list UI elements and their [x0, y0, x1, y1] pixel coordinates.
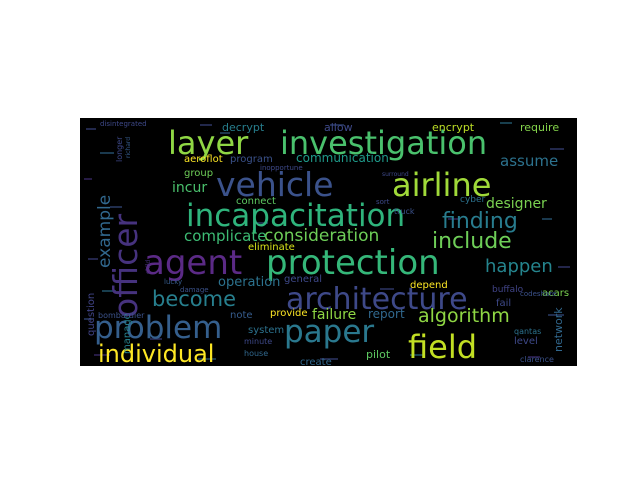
- word: layer: [168, 124, 249, 162]
- word: problem: [94, 310, 222, 346]
- word: consideration: [264, 226, 379, 246]
- word: level: [514, 336, 538, 347]
- word: agent: [144, 243, 242, 283]
- word: connect: [236, 196, 276, 207]
- word: vehicle: [216, 165, 334, 204]
- word: report: [368, 307, 405, 321]
- word: acars: [542, 288, 569, 299]
- word: question: [86, 293, 97, 336]
- word: incur: [172, 180, 207, 196]
- word: network: [552, 307, 565, 352]
- word: field: [408, 328, 477, 366]
- word-cloud-background: [80, 118, 577, 366]
- word: finding: [442, 209, 518, 234]
- word: algorithm: [418, 305, 510, 327]
- word: bombardier: [98, 311, 145, 320]
- word: manage: [122, 313, 133, 354]
- word: airline: [392, 166, 491, 204]
- word: aeroflot: [184, 154, 223, 165]
- word: truck: [394, 207, 415, 216]
- word: program: [230, 154, 273, 165]
- word: codeshare: [520, 290, 556, 298]
- word: paper: [284, 314, 374, 350]
- word: note: [230, 310, 253, 321]
- word: provide: [270, 308, 308, 319]
- word: house: [244, 349, 268, 358]
- word: fail: [496, 298, 511, 309]
- word: minute: [244, 337, 272, 346]
- word: child: [145, 260, 152, 274]
- word: failure: [312, 307, 356, 323]
- word: assume: [500, 152, 558, 170]
- word: individual: [98, 340, 214, 366]
- word: general: [284, 274, 322, 285]
- word: cyber: [460, 195, 486, 205]
- word-cloud-svg: investigation layer vehicle airline inca…: [80, 118, 577, 366]
- word: investigation: [280, 124, 487, 162]
- word: group: [184, 168, 213, 179]
- word: depend: [410, 280, 448, 291]
- word: longer: [115, 136, 124, 162]
- word: decrypt: [222, 121, 265, 134]
- word: disintegrated: [100, 120, 147, 128]
- word: pilot: [366, 348, 391, 361]
- word: protection: [266, 243, 440, 283]
- word: become: [152, 287, 236, 311]
- word: lucky: [164, 278, 182, 286]
- word: require: [520, 121, 559, 134]
- word: architecture: [286, 282, 468, 317]
- background-filler-words: [84, 122, 570, 360]
- word: surround: [382, 171, 409, 178]
- word: complicate: [184, 227, 266, 245]
- word: sort: [376, 198, 390, 206]
- word: eliminate: [248, 242, 295, 253]
- word: encrypt: [432, 121, 475, 134]
- word: example: [95, 195, 115, 268]
- word: officer: [106, 213, 145, 318]
- word: qantas: [514, 327, 541, 336]
- word: incapacitation: [186, 198, 405, 234]
- word: happen: [485, 256, 553, 277]
- word: buffalo: [492, 285, 524, 295]
- word: communication: [296, 151, 389, 165]
- word: damage: [180, 286, 209, 294]
- word: system: [248, 325, 284, 336]
- word: richard: [125, 137, 132, 158]
- word: operation: [218, 275, 280, 290]
- word: create: [300, 357, 332, 366]
- word: include: [432, 229, 512, 254]
- word: designer: [486, 196, 547, 212]
- word: clarence: [520, 355, 554, 364]
- word-cloud: investigation layer vehicle airline inca…: [80, 118, 577, 366]
- word: allow: [324, 121, 353, 134]
- word: inopportune: [260, 164, 303, 172]
